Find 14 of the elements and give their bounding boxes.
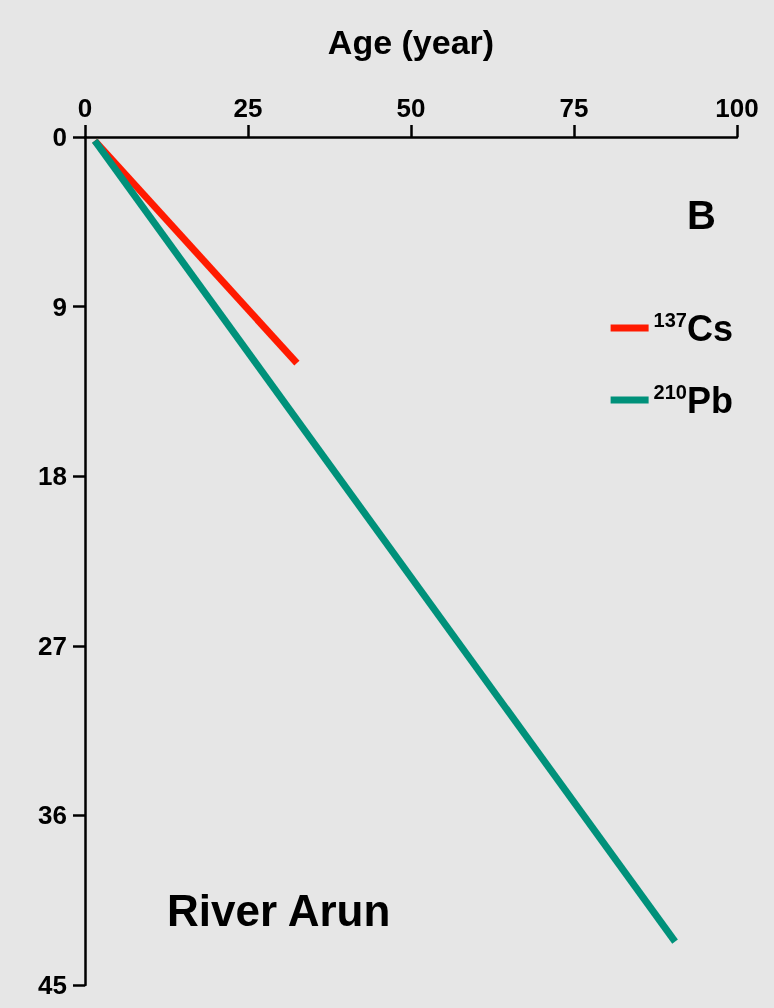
y-tick-label: 0 <box>52 122 67 152</box>
y-tick-label: 18 <box>38 461 67 492</box>
x-tick-label: 25 <box>233 93 263 123</box>
y-tick-label: 9 <box>52 291 67 322</box>
x-tick-label: 0 <box>77 93 93 123</box>
y-tick-label: 45 <box>38 970 67 1000</box>
y-tick-label: 36 <box>38 800 67 831</box>
x-axis-title: Age (year) <box>327 23 495 61</box>
annotation: B <box>687 193 716 237</box>
x-tick-label: 75 <box>559 93 589 123</box>
y-tick-label: 27 <box>38 630 67 661</box>
x-tick-label: 100 <box>715 93 759 123</box>
annotation: River Arun <box>167 885 391 935</box>
x-tick-label: 50 <box>396 93 426 123</box>
